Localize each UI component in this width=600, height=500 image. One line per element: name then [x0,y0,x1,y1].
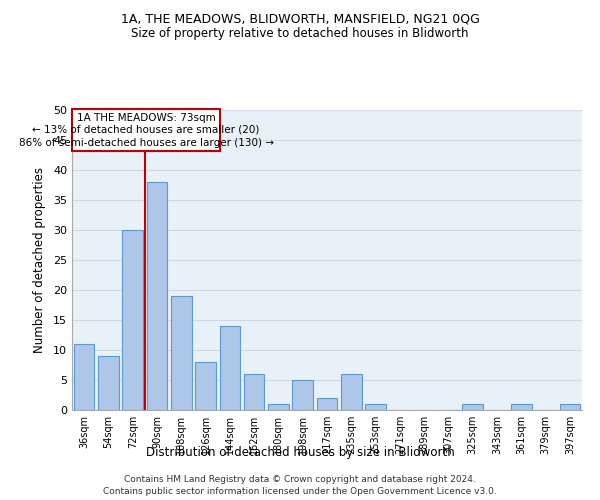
Bar [98,356,119,410]
Text: Distribution of detached houses by size in Blidworth: Distribution of detached houses by size … [146,446,454,459]
Bar [122,230,143,410]
Text: Contains public sector information licensed under the Open Government Licence v3: Contains public sector information licen… [103,486,497,496]
Text: ← 13% of detached houses are smaller (20): ← 13% of detached houses are smaller (20… [32,125,260,135]
FancyBboxPatch shape [72,109,220,151]
Text: 86% of semi-detached houses are larger (130) →: 86% of semi-detached houses are larger (… [19,138,274,148]
Bar [195,362,216,410]
Bar [244,374,265,410]
Y-axis label: Number of detached properties: Number of detached properties [33,167,46,353]
Bar [74,344,94,410]
Text: 1A THE MEADOWS: 73sqm: 1A THE MEADOWS: 73sqm [77,113,215,123]
Bar [317,398,337,410]
Bar [365,404,386,410]
Bar [463,404,483,410]
Bar [268,404,289,410]
Bar [560,404,580,410]
Text: Contains HM Land Registry data © Crown copyright and database right 2024.: Contains HM Land Registry data © Crown c… [124,476,476,484]
Bar [292,380,313,410]
Bar [171,296,191,410]
Bar [511,404,532,410]
Bar [341,374,362,410]
Bar [220,326,240,410]
Text: 1A, THE MEADOWS, BLIDWORTH, MANSFIELD, NG21 0QG: 1A, THE MEADOWS, BLIDWORTH, MANSFIELD, N… [121,12,479,26]
Text: Size of property relative to detached houses in Blidworth: Size of property relative to detached ho… [131,28,469,40]
Bar [146,182,167,410]
